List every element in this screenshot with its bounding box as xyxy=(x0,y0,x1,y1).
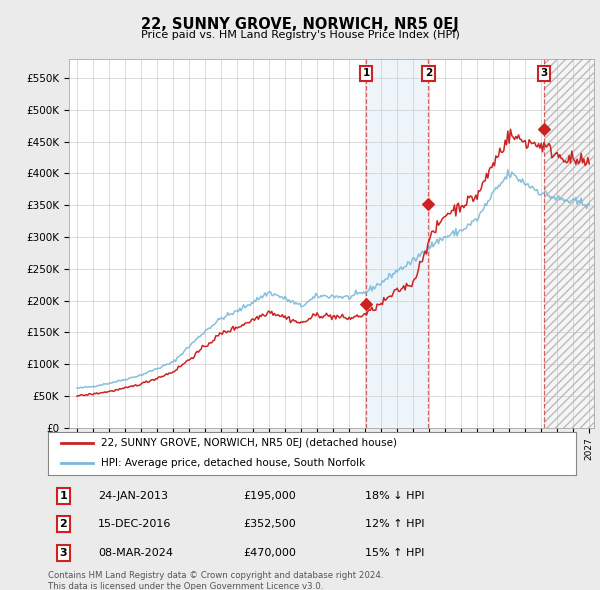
Bar xyxy=(544,59,597,428)
Text: Contains HM Land Registry data © Crown copyright and database right 2024.
This d: Contains HM Land Registry data © Crown c… xyxy=(48,571,383,590)
Text: £352,500: £352,500 xyxy=(244,519,296,529)
Text: HPI: Average price, detached house, South Norfolk: HPI: Average price, detached house, Sout… xyxy=(101,458,365,468)
Bar xyxy=(366,59,428,428)
Text: 22, SUNNY GROVE, NORWICH, NR5 0EJ (detached house): 22, SUNNY GROVE, NORWICH, NR5 0EJ (detac… xyxy=(101,438,397,448)
Text: 3: 3 xyxy=(59,548,67,558)
Text: Price paid vs. HM Land Registry's House Price Index (HPI): Price paid vs. HM Land Registry's House … xyxy=(140,30,460,40)
Bar xyxy=(544,59,597,428)
Text: £195,000: £195,000 xyxy=(244,491,296,501)
Text: 15% ↑ HPI: 15% ↑ HPI xyxy=(365,548,424,558)
Text: 1: 1 xyxy=(59,491,67,501)
Bar xyxy=(544,59,597,428)
Point xyxy=(424,199,433,208)
Text: 12% ↑ HPI: 12% ↑ HPI xyxy=(365,519,424,529)
Text: 08-MAR-2024: 08-MAR-2024 xyxy=(98,548,173,558)
Text: 3: 3 xyxy=(541,68,548,78)
Text: 24-JAN-2013: 24-JAN-2013 xyxy=(98,491,168,501)
Text: 1: 1 xyxy=(362,68,370,78)
Point xyxy=(539,124,549,134)
Point xyxy=(361,299,371,309)
Text: £470,000: £470,000 xyxy=(244,548,296,558)
Text: 2: 2 xyxy=(425,68,432,78)
Text: 15-DEC-2016: 15-DEC-2016 xyxy=(98,519,172,529)
Text: 22, SUNNY GROVE, NORWICH, NR5 0EJ: 22, SUNNY GROVE, NORWICH, NR5 0EJ xyxy=(141,17,459,31)
Text: 2: 2 xyxy=(59,519,67,529)
Text: 18% ↓ HPI: 18% ↓ HPI xyxy=(365,491,424,501)
